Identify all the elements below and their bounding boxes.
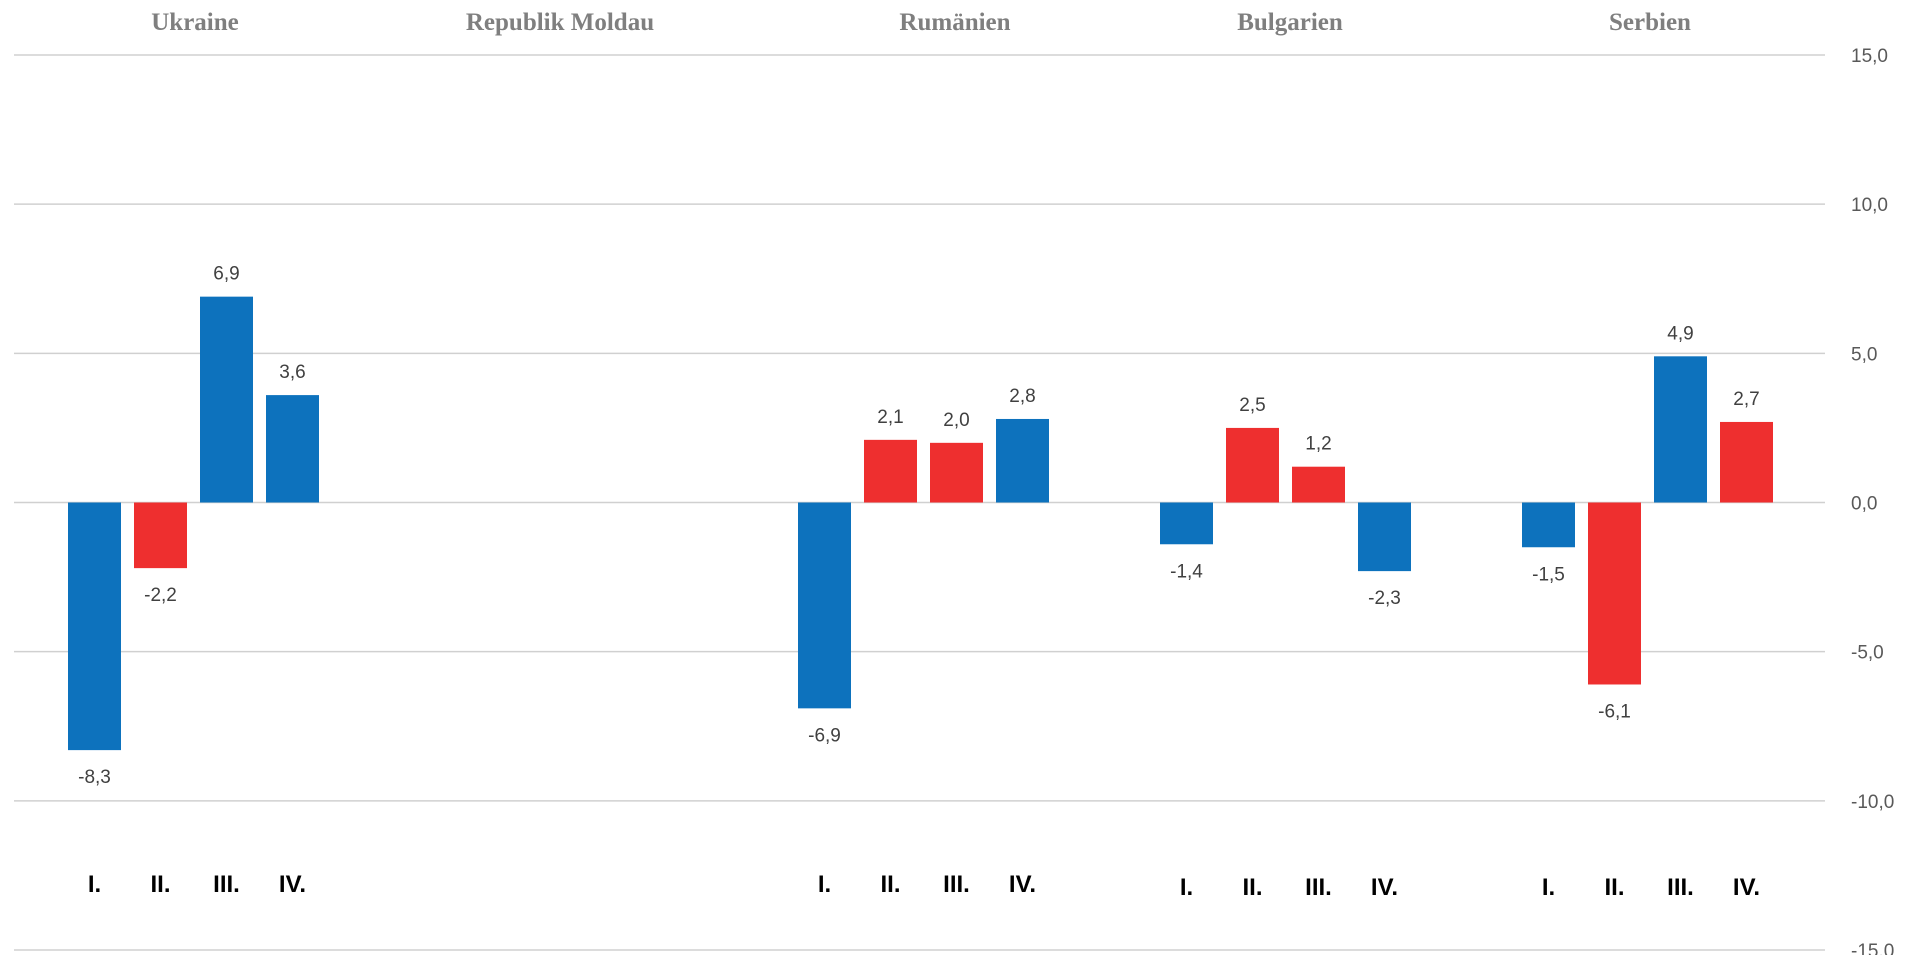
data-label: 2,0 bbox=[943, 410, 969, 431]
bar bbox=[266, 395, 319, 503]
bar bbox=[1226, 427, 1279, 503]
quarter-label: II. bbox=[1242, 874, 1262, 901]
data-label: -1,4 bbox=[1170, 561, 1203, 582]
y-tick-label: 10,0 bbox=[1851, 195, 1888, 216]
quarter-label: II. bbox=[150, 871, 170, 898]
country-label: Republik Moldau bbox=[466, 9, 654, 36]
y-tick-label: 0,0 bbox=[1851, 494, 1877, 515]
quarter-label: III. bbox=[213, 871, 240, 898]
country-label: Serbien bbox=[1609, 9, 1691, 36]
y-tick-label: 15,0 bbox=[1851, 46, 1888, 67]
bar bbox=[1358, 502, 1411, 572]
bar bbox=[134, 502, 187, 569]
quarter-label: I. bbox=[818, 871, 831, 898]
quarter-label: I. bbox=[88, 871, 101, 898]
data-label: 1,2 bbox=[1305, 434, 1331, 455]
quarter-label: III. bbox=[943, 871, 970, 898]
bar bbox=[1292, 466, 1345, 503]
data-label: 2,5 bbox=[1239, 395, 1265, 416]
data-label: 2,7 bbox=[1733, 389, 1759, 410]
quarter-label: III. bbox=[1305, 874, 1332, 901]
data-label: -2,3 bbox=[1368, 588, 1401, 609]
quarter-label: II. bbox=[880, 871, 900, 898]
country-label: Bulgarien bbox=[1237, 9, 1343, 36]
bar bbox=[996, 418, 1049, 503]
quarter-label: IV. bbox=[1733, 874, 1760, 901]
bar bbox=[864, 439, 917, 503]
data-label: -8,3 bbox=[78, 767, 111, 788]
data-label: 4,9 bbox=[1667, 323, 1693, 344]
data-label: -2,2 bbox=[144, 585, 177, 606]
bar bbox=[930, 442, 983, 503]
bar bbox=[68, 502, 121, 751]
quarter-label: III. bbox=[1667, 874, 1694, 901]
data-label: 3,6 bbox=[279, 362, 305, 383]
quarter-label: I. bbox=[1542, 874, 1555, 901]
bar bbox=[1654, 356, 1707, 503]
data-label: -1,5 bbox=[1532, 564, 1565, 585]
y-tick-label: -10,0 bbox=[1851, 792, 1894, 813]
bar bbox=[200, 296, 253, 503]
quarter-label: IV. bbox=[279, 871, 306, 898]
data-label: -6,1 bbox=[1598, 701, 1631, 722]
y-tick-label: -15,0 bbox=[1851, 941, 1894, 955]
bar bbox=[1588, 502, 1641, 685]
bar bbox=[1720, 421, 1773, 503]
quarter-label: IV. bbox=[1009, 871, 1036, 898]
labels-layer: 15,0 10,0 5,0 0,0 -5,0 -10,0 -15,0 Ukraine -8,3 I… bbox=[78, 9, 1894, 955]
data-label: 6,9 bbox=[213, 264, 239, 285]
country-label: Rumänien bbox=[899, 9, 1010, 36]
bar bbox=[1522, 502, 1575, 548]
bars-layer bbox=[68, 296, 1773, 751]
bar bbox=[1160, 502, 1213, 545]
bar bbox=[798, 502, 851, 709]
country-label: Ukraine bbox=[151, 9, 239, 36]
quarter-label: I. bbox=[1180, 874, 1193, 901]
y-tick-label: -5,0 bbox=[1851, 643, 1884, 664]
data-label: -6,9 bbox=[808, 725, 841, 746]
y-tick-label: 5,0 bbox=[1851, 344, 1877, 365]
quarter-label: IV. bbox=[1371, 874, 1398, 901]
data-label: 2,8 bbox=[1009, 386, 1035, 407]
quarter-label: II. bbox=[1604, 874, 1624, 901]
data-label: 2,1 bbox=[877, 407, 903, 428]
